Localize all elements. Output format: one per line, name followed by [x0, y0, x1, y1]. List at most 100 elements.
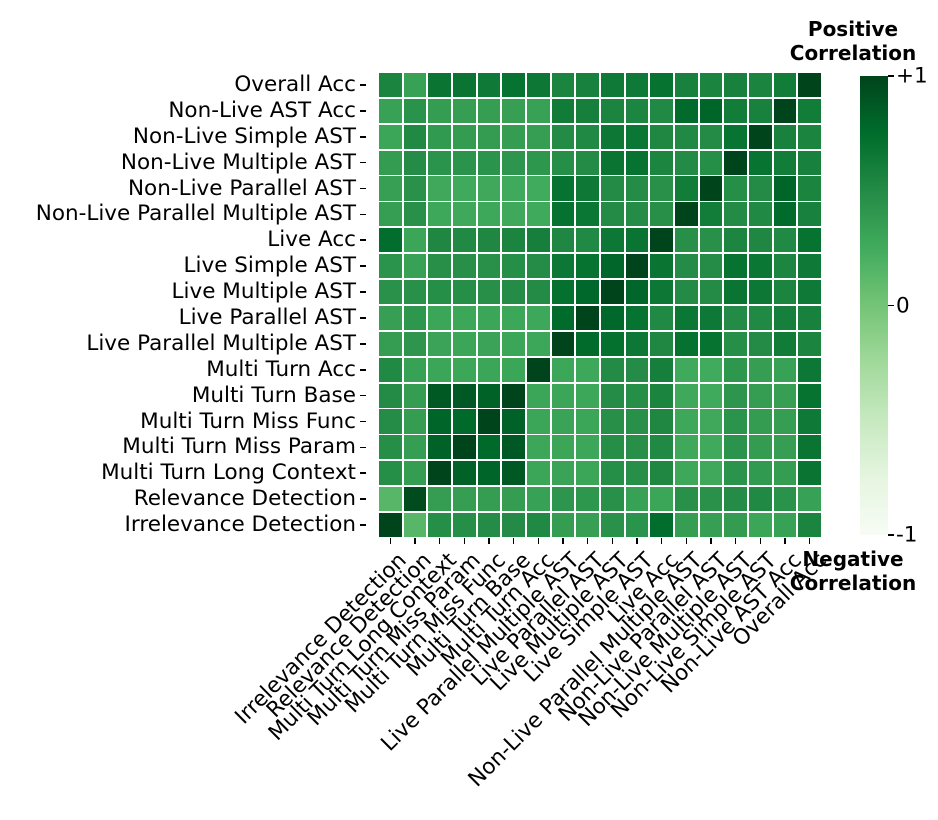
heatmap-cell[interactable]	[724, 487, 748, 512]
heatmap-cell[interactable]	[502, 331, 526, 356]
heatmap-cell[interactable]	[674, 254, 698, 279]
heatmap-cell[interactable]	[378, 331, 402, 356]
heatmap-cell[interactable]	[798, 409, 822, 434]
heatmap-cell[interactable]	[699, 461, 723, 486]
heatmap-cell[interactable]	[724, 150, 748, 175]
heatmap-cell[interactable]	[452, 254, 476, 279]
heatmap-cell[interactable]	[748, 357, 772, 382]
colorbar[interactable]: +1 0 -1	[860, 65, 928, 545]
heatmap-cell[interactable]	[576, 150, 600, 175]
heatmap-cell[interactable]	[378, 98, 402, 123]
heatmap-cell[interactable]	[502, 305, 526, 330]
heatmap-cell[interactable]	[798, 487, 822, 512]
heatmap-cell[interactable]	[650, 383, 674, 408]
heatmap-cell[interactable]	[502, 150, 526, 175]
heatmap-cell[interactable]	[403, 254, 427, 279]
heatmap-cell[interactable]	[403, 305, 427, 330]
heatmap-cell[interactable]	[526, 357, 550, 382]
heatmap-cell[interactable]	[724, 435, 748, 460]
heatmap-cell[interactable]	[428, 98, 452, 123]
heatmap-cell[interactable]	[699, 254, 723, 279]
heatmap-cell[interactable]	[403, 331, 427, 356]
heatmap-cell[interactable]	[502, 202, 526, 227]
heatmap-cell[interactable]	[798, 72, 822, 97]
heatmap-cell[interactable]	[674, 357, 698, 382]
heatmap-cell[interactable]	[600, 487, 624, 512]
heatmap-cell[interactable]	[576, 254, 600, 279]
heatmap-cell[interactable]	[378, 228, 402, 253]
heatmap-cell[interactable]	[502, 280, 526, 305]
heatmap-cell[interactable]	[625, 124, 649, 149]
heatmap-cell[interactable]	[674, 461, 698, 486]
heatmap-cell[interactable]	[477, 254, 501, 279]
heatmap-cell[interactable]	[625, 280, 649, 305]
heatmap-cell[interactable]	[625, 202, 649, 227]
heatmap-cell[interactable]	[502, 383, 526, 408]
heatmap-cell[interactable]	[428, 513, 452, 538]
heatmap-cell[interactable]	[650, 280, 674, 305]
heatmap-cell[interactable]	[502, 513, 526, 538]
heatmap-cell[interactable]	[551, 124, 575, 149]
heatmap-cell[interactable]	[551, 254, 575, 279]
heatmap-cell[interactable]	[477, 513, 501, 538]
heatmap-cell[interactable]	[748, 513, 772, 538]
heatmap-cell[interactable]	[724, 305, 748, 330]
heatmap-cell[interactable]	[798, 461, 822, 486]
heatmap-cell[interactable]	[403, 202, 427, 227]
heatmap-cell[interactable]	[502, 487, 526, 512]
heatmap-cell[interactable]	[748, 435, 772, 460]
heatmap-cell[interactable]	[403, 280, 427, 305]
heatmap-cell[interactable]	[798, 383, 822, 408]
heatmap-cell[interactable]	[773, 254, 797, 279]
heatmap-cell[interactable]	[798, 254, 822, 279]
heatmap-cell[interactable]	[477, 409, 501, 434]
heatmap-cell[interactable]	[576, 305, 600, 330]
heatmap-cell[interactable]	[378, 357, 402, 382]
heatmap-cell[interactable]	[773, 202, 797, 227]
heatmap-cell[interactable]	[674, 72, 698, 97]
heatmap-cell[interactable]	[724, 228, 748, 253]
heatmap-cell[interactable]	[674, 435, 698, 460]
heatmap-grid[interactable]	[378, 72, 822, 538]
heatmap-cell[interactable]	[551, 409, 575, 434]
heatmap-cell[interactable]	[526, 124, 550, 149]
heatmap-cell[interactable]	[674, 513, 698, 538]
heatmap-cell[interactable]	[526, 150, 550, 175]
heatmap-cell[interactable]	[428, 435, 452, 460]
heatmap-cell[interactable]	[748, 202, 772, 227]
heatmap-cell[interactable]	[526, 461, 550, 486]
heatmap-cell[interactable]	[674, 124, 698, 149]
heatmap-cell[interactable]	[650, 72, 674, 97]
heatmap-cell[interactable]	[551, 331, 575, 356]
heatmap-cell[interactable]	[798, 98, 822, 123]
heatmap-cell[interactable]	[773, 176, 797, 201]
heatmap-cell[interactable]	[576, 331, 600, 356]
heatmap-cell[interactable]	[600, 513, 624, 538]
heatmap-cell[interactable]	[452, 357, 476, 382]
heatmap-cell[interactable]	[452, 228, 476, 253]
heatmap-cell[interactable]	[428, 228, 452, 253]
heatmap-cell[interactable]	[452, 280, 476, 305]
heatmap-cell[interactable]	[452, 383, 476, 408]
heatmap-cell[interactable]	[674, 228, 698, 253]
heatmap-cell[interactable]	[428, 280, 452, 305]
heatmap-cell[interactable]	[502, 461, 526, 486]
heatmap-cell[interactable]	[650, 150, 674, 175]
heatmap-cell[interactable]	[625, 305, 649, 330]
heatmap-cell[interactable]	[625, 487, 649, 512]
heatmap-cell[interactable]	[699, 409, 723, 434]
heatmap-cell[interactable]	[600, 461, 624, 486]
heatmap-cell[interactable]	[452, 513, 476, 538]
heatmap-cell[interactable]	[600, 254, 624, 279]
heatmap-cell[interactable]	[576, 513, 600, 538]
heatmap-cell[interactable]	[526, 254, 550, 279]
heatmap-cell[interactable]	[674, 409, 698, 434]
heatmap-cell[interactable]	[748, 228, 772, 253]
heatmap-cell[interactable]	[428, 150, 452, 175]
heatmap-cell[interactable]	[773, 280, 797, 305]
heatmap-cell[interactable]	[576, 72, 600, 97]
heatmap-cell[interactable]	[526, 228, 550, 253]
heatmap-cell[interactable]	[403, 176, 427, 201]
heatmap-cell[interactable]	[650, 228, 674, 253]
heatmap-cell[interactable]	[378, 305, 402, 330]
